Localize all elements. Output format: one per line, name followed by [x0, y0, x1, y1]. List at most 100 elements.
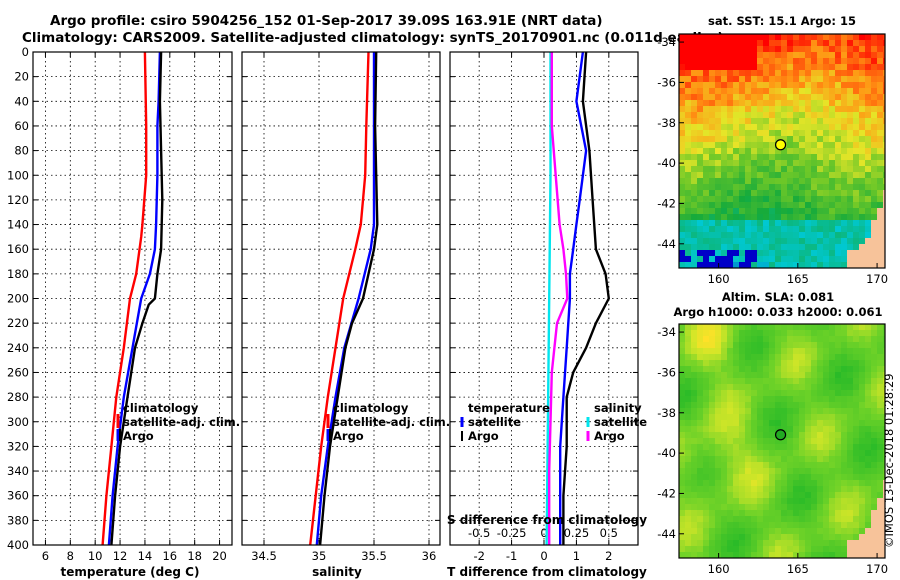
map-cell	[859, 154, 865, 160]
map-cell	[871, 444, 877, 450]
map-cell	[739, 256, 745, 262]
map-cell	[727, 474, 733, 480]
map-cell	[763, 250, 769, 256]
map-cell	[679, 348, 685, 354]
map-cell	[841, 528, 847, 534]
map-cell	[709, 474, 715, 480]
map-cell	[805, 52, 811, 58]
map-cell	[847, 456, 853, 462]
map-cell	[775, 426, 781, 432]
map-cell	[841, 552, 847, 558]
map-cell	[727, 492, 733, 498]
map-cell	[841, 402, 847, 408]
map-cell	[877, 196, 883, 202]
map-cell	[715, 220, 721, 226]
map-cell	[865, 208, 871, 214]
map-cell	[793, 76, 799, 82]
map-cell	[871, 196, 877, 202]
map-cell	[829, 190, 835, 196]
map-cell	[733, 256, 739, 262]
map-cell	[877, 462, 883, 468]
map-cell	[769, 420, 775, 426]
map-cell	[709, 226, 715, 232]
map-cell	[853, 414, 859, 420]
map-cell	[823, 232, 829, 238]
map-cell	[793, 82, 799, 88]
map-cell	[709, 360, 715, 366]
map-cell	[805, 510, 811, 516]
map-cell	[769, 504, 775, 510]
map-cell	[877, 34, 883, 40]
map-cell	[763, 142, 769, 148]
map-cell	[685, 462, 691, 468]
map-cell	[751, 232, 757, 238]
map-cell	[811, 232, 817, 238]
map-cell	[727, 372, 733, 378]
map-cell	[787, 354, 793, 360]
map-cell	[769, 546, 775, 552]
map-cell	[775, 420, 781, 426]
map-cell	[781, 492, 787, 498]
map-cell	[841, 372, 847, 378]
map-cell	[817, 262, 823, 268]
map-cell	[745, 534, 751, 540]
map-cell	[787, 432, 793, 438]
map-cell	[799, 396, 805, 402]
map-cell	[685, 82, 691, 88]
map-cell	[835, 540, 841, 546]
y-tick-label: -38	[657, 406, 676, 420]
map-cell	[745, 58, 751, 64]
map-cell	[835, 124, 841, 130]
map-cell	[769, 540, 775, 546]
map-cell	[877, 330, 883, 336]
map-cell	[685, 190, 691, 196]
map-cell	[883, 88, 885, 94]
map-cell	[865, 118, 871, 124]
map-cell	[859, 244, 865, 250]
map-cell	[859, 190, 865, 196]
map-cell	[829, 226, 835, 232]
map-cell	[787, 420, 793, 426]
map-cell	[685, 154, 691, 160]
map-cell	[691, 522, 697, 528]
map-cell	[775, 504, 781, 510]
map-cell	[871, 426, 877, 432]
map-cell	[763, 124, 769, 130]
map-cell	[865, 148, 871, 154]
map-cell	[691, 94, 697, 100]
map-cell	[883, 76, 885, 82]
map-cell	[769, 226, 775, 232]
map-cell	[679, 118, 685, 124]
map-cell	[721, 354, 727, 360]
map-cell	[763, 40, 769, 46]
map-cell	[877, 118, 883, 124]
map-cell	[697, 82, 703, 88]
map-cell	[811, 226, 817, 232]
map-cell	[835, 504, 841, 510]
map-cell	[835, 552, 841, 558]
map-cell	[757, 238, 763, 244]
map-cell	[691, 88, 697, 94]
map-cell	[721, 214, 727, 220]
map-cell	[745, 82, 751, 88]
map-cell	[793, 130, 799, 136]
map-cell	[847, 444, 853, 450]
map-cell	[733, 136, 739, 142]
y-tick-label: 120	[7, 193, 29, 207]
map-cell	[757, 88, 763, 94]
map-cell	[757, 366, 763, 372]
map-cell	[775, 468, 781, 474]
map-cell	[685, 540, 691, 546]
map-cell	[781, 396, 787, 402]
map-cell	[841, 342, 847, 348]
map-cell	[841, 124, 847, 130]
map-cell	[727, 438, 733, 444]
map-cell	[805, 414, 811, 420]
map-cell	[793, 142, 799, 148]
map-cell	[703, 52, 709, 58]
map-cell	[769, 474, 775, 480]
map-cell	[733, 106, 739, 112]
map-cell	[829, 262, 835, 268]
map-cell	[751, 534, 757, 540]
salinity-axis-label: salinity	[312, 565, 362, 579]
